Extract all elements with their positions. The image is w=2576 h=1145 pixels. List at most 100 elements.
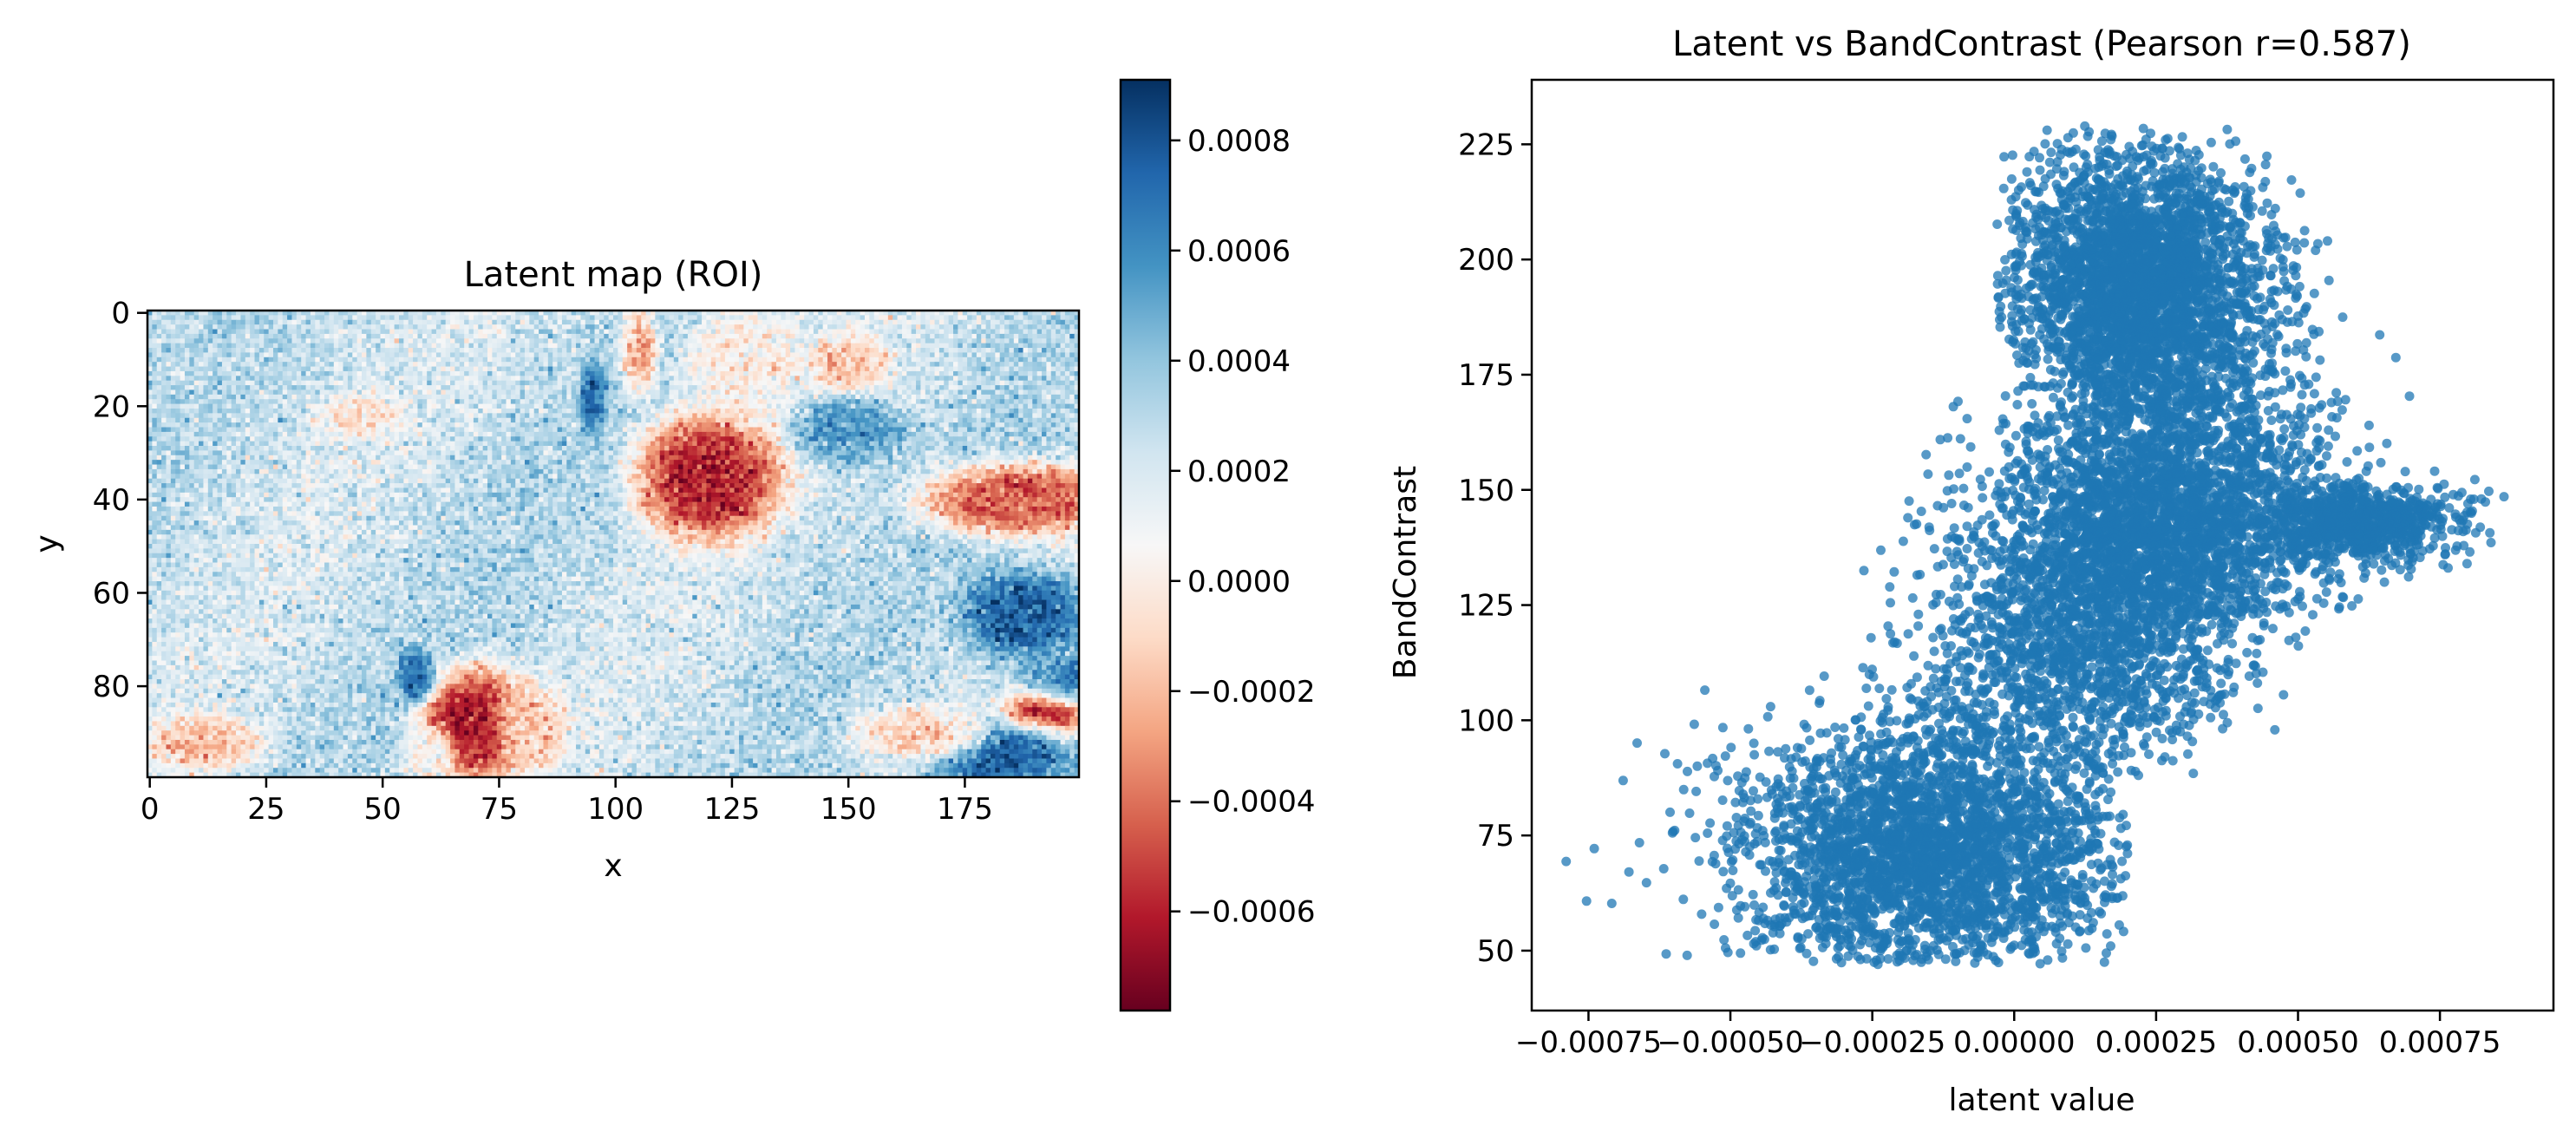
heatmap-cell	[832, 352, 837, 357]
heatmap-cell	[226, 330, 232, 335]
heatmap-cell	[357, 320, 363, 325]
heatmap-cell	[590, 315, 595, 320]
heatmap-cell	[971, 344, 977, 349]
heatmap-cell	[157, 320, 162, 325]
heatmap-cell	[669, 376, 674, 381]
heatmap-cell	[809, 338, 814, 344]
heatmap-cell	[273, 371, 278, 376]
heatmap-cell	[403, 367, 409, 372]
heatmap-cell	[1065, 381, 1070, 386]
heatmap-cell	[315, 389, 320, 395]
heatmap-cell	[152, 395, 157, 400]
heatmap-cell	[269, 320, 274, 325]
heatmap-cell	[566, 324, 572, 330]
heatmap-cell	[385, 367, 390, 372]
heatmap-cell	[1037, 357, 1043, 363]
heatmap-cell	[599, 338, 605, 344]
heatmap-cell	[492, 324, 497, 330]
heatmap-cell	[343, 389, 349, 395]
heatmap-cell	[794, 330, 800, 335]
heatmap-cell	[334, 371, 339, 376]
heatmap-cell	[827, 344, 833, 349]
heatmap-cell	[1014, 357, 1019, 363]
heatmap-cell	[334, 344, 339, 349]
heatmap-cell	[800, 330, 805, 335]
heatmap-cell	[395, 330, 400, 335]
heatmap-cell	[185, 399, 190, 404]
heatmap-cell	[311, 371, 316, 376]
heatmap-cell	[883, 315, 888, 320]
heatmap-cell	[935, 385, 940, 390]
heatmap-cell	[944, 362, 949, 367]
heatmap-cell	[222, 399, 227, 404]
heatmap-cell	[958, 371, 963, 376]
heatmap-cell	[464, 376, 469, 381]
heatmap-cell	[208, 320, 213, 325]
heatmap-cell	[399, 381, 404, 386]
heatmap-cell	[930, 344, 935, 349]
heatmap-cell	[930, 376, 935, 381]
heatmap-cell	[847, 362, 852, 367]
heatmap-cell	[446, 362, 451, 367]
heatmap-cell	[194, 352, 199, 357]
heatmap-cell	[743, 367, 749, 372]
heatmap-cell	[1069, 348, 1075, 353]
heatmap-cell	[743, 352, 749, 357]
heatmap-cell	[226, 371, 232, 376]
heatmap-cell	[865, 385, 870, 390]
heatmap-cell	[520, 389, 526, 395]
heatmap-cell	[543, 404, 548, 409]
heatmap-cell	[245, 348, 251, 353]
heatmap-cell	[702, 348, 707, 353]
heatmap-cell	[898, 362, 903, 367]
heatmap-cell	[920, 334, 925, 339]
heatmap-cell	[409, 399, 414, 404]
heatmap-cell	[497, 338, 502, 344]
heatmap-cell	[297, 330, 302, 335]
heatmap-cell	[212, 330, 218, 335]
heatmap-cell	[664, 376, 670, 381]
heatmap-cell	[786, 324, 791, 330]
heatmap-cell	[1061, 330, 1066, 335]
heatmap-cell	[841, 315, 847, 320]
heatmap-cell	[818, 362, 823, 367]
heatmap-cell	[329, 338, 334, 344]
heatmap-cell	[818, 376, 823, 381]
heatmap-cell	[245, 352, 251, 357]
heatmap-cell	[543, 399, 548, 404]
heatmap-cell	[1042, 315, 1047, 320]
heatmap-cell	[515, 338, 520, 344]
heatmap-cell	[1000, 338, 1005, 344]
heatmap-cell	[529, 404, 534, 409]
heatmap-cell	[963, 389, 968, 395]
heatmap-cell	[357, 395, 363, 400]
heatmap-cell	[403, 320, 409, 325]
heatmap-cell	[631, 315, 637, 320]
heatmap-cell	[501, 385, 507, 390]
heatmap-cell	[641, 330, 646, 335]
heatmap-cell	[711, 376, 716, 381]
heatmap-cell	[794, 357, 800, 363]
heatmap-cell	[702, 330, 707, 335]
heatmap-cell	[818, 404, 823, 409]
heatmap-cell	[627, 367, 632, 372]
heatmap-cell	[399, 385, 404, 390]
heatmap-cell	[585, 376, 591, 381]
heatmap-cell	[385, 385, 390, 390]
heatmap-cell	[688, 315, 693, 320]
heatmap-cell	[906, 399, 912, 404]
heatmap-cell	[939, 338, 945, 344]
heatmap-cell	[906, 348, 912, 353]
heatmap-cell	[757, 348, 762, 353]
heatmap-cell	[226, 385, 232, 390]
heatmap-cell	[892, 338, 898, 344]
heatmap-cell	[464, 367, 469, 372]
heatmap-cell	[1051, 362, 1056, 367]
heatmap-cell	[1028, 344, 1033, 349]
heatmap-cell	[925, 334, 931, 339]
heatmap-cell	[366, 344, 371, 349]
heatmap-cell	[804, 381, 809, 386]
heatmap-cell	[315, 385, 320, 390]
heatmap-cell	[543, 371, 548, 376]
heatmap-cell	[515, 334, 520, 339]
